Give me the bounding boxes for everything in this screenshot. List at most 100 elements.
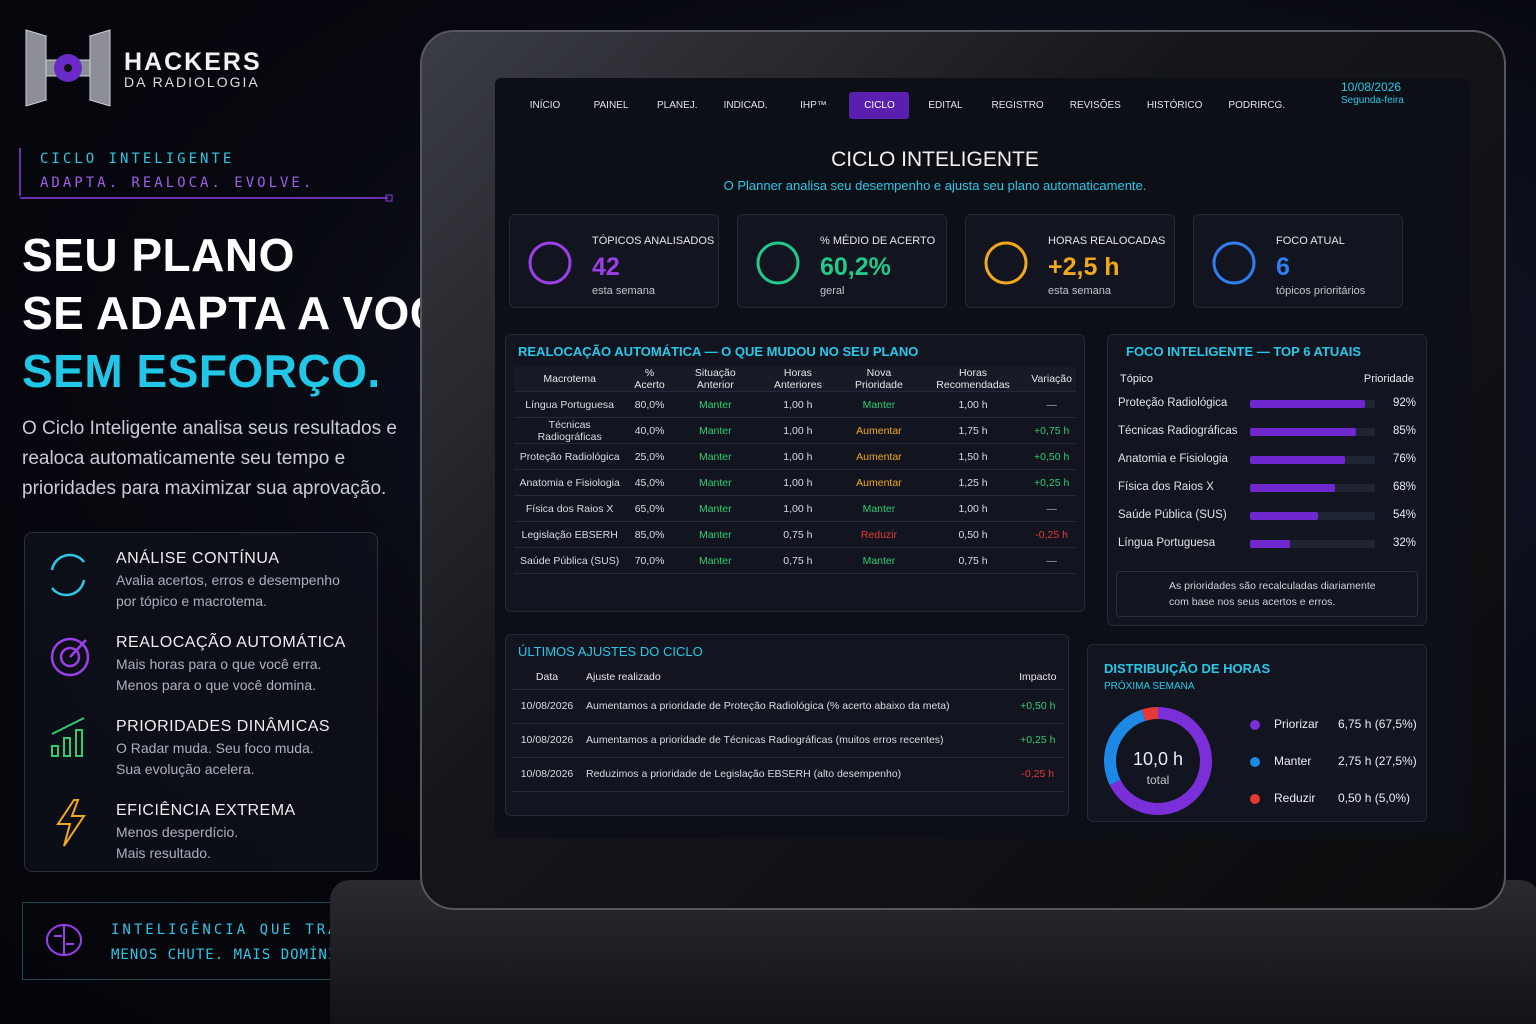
feature-title: ANÁLISE CONTÍNUA: [116, 550, 280, 567]
table-cell: —: [1027, 495, 1076, 522]
table-cell: 1,00 h: [918, 391, 1028, 418]
table-cell: 65,0%: [625, 495, 674, 522]
priority-label: 32%: [1392, 537, 1416, 549]
table-cell: 70,0%: [625, 547, 674, 574]
panel-subtitle: PRÓXIMA SEMANA: [1104, 681, 1195, 692]
column-header: % Acerto: [625, 367, 674, 392]
table-row: Proteção Radiológica 25,0% Manter 1,00 h Aum…: [514, 443, 1076, 470]
nav-item[interactable]: INDICAD.: [723, 100, 768, 111]
table-cell: Saúde Pública (SUS): [514, 547, 626, 574]
table-cell: Manter: [673, 547, 757, 574]
nav-item[interactable]: REVISÕES: [1069, 100, 1121, 111]
table-cell: Aumentar: [839, 417, 919, 444]
tag-frame: [19, 148, 393, 202]
table-cell: +0,75 h: [1027, 417, 1076, 444]
topic: Proteção Radiológica: [1118, 397, 1228, 409]
legend-dot: [1250, 757, 1260, 767]
legend-name: Reduzir: [1274, 791, 1316, 805]
table-cell: Manter: [839, 495, 919, 522]
table-cell: Manter: [673, 521, 757, 548]
column-header: Situação Anterior: [673, 367, 757, 392]
column-header: Prioridade: [1363, 373, 1414, 385]
kpi-icon-ring: [756, 241, 800, 285]
kpi-icon: [528, 241, 572, 285]
feature-text: Mais horas para o que você erra.: [116, 656, 322, 672]
kpi-card: TÓPICOS ANALISADOS 42 esta semana: [509, 214, 719, 308]
table-cell: 1,00 h: [918, 495, 1028, 522]
topic: Saúde Pública (SUS): [1118, 509, 1227, 521]
table-cell: 25,0%: [625, 443, 674, 470]
column-header: Macrotema: [514, 367, 626, 392]
donut: [1104, 707, 1212, 815]
topic: Língua Portuguesa: [1118, 537, 1216, 549]
topic: Física dos Raios X: [1118, 481, 1214, 493]
nav-item[interactable]: IHP™: [800, 100, 827, 111]
table-cell: 10/08/2026: [512, 689, 582, 724]
nav-item[interactable]: INÍCIO: [529, 100, 561, 111]
kpi-icon: [984, 241, 1028, 285]
kpi-icon: [756, 241, 800, 285]
table-cell: 1,00 h: [756, 417, 840, 444]
kpi-value: 42: [592, 253, 620, 281]
adjustments-panel: ÚLTIMOS AJUSTES DO CICLO Data Ajuste reali…: [505, 634, 1069, 816]
table-cell: 0,75 h: [918, 547, 1028, 574]
feature-title: REALOCAÇÃO AUTOMÁTICA: [116, 634, 346, 651]
description: O Ciclo Inteligente analisa seus resulta…: [22, 418, 397, 499]
screen: INÍCIO PAINEL PLANEJ. INDICAD. IHP™ CICLO EDIT…: [495, 78, 1470, 838]
nav-item[interactable]: PODRIRCG.: [1228, 100, 1286, 111]
table-cell: Reduzir: [839, 521, 919, 548]
headline-highlight: SEM ESFORÇO.: [22, 345, 381, 397]
table-cell: Manter: [673, 469, 757, 496]
column-header: Horas Recomendadas: [918, 367, 1028, 392]
table-row: Língua Portuguesa 80,0% Manter 1,00 h Manter…: [514, 391, 1076, 418]
nav-item[interactable]: PAINEL: [593, 100, 629, 111]
priority-bar: [1250, 400, 1365, 408]
nav-item[interactable]: PLANEJ.: [657, 100, 698, 111]
table-cell: 10/08/2026: [512, 723, 582, 758]
column-header: Variação: [1027, 367, 1076, 392]
legend-dot: [1250, 720, 1260, 730]
banner-line: MENOS CHUTE. MAIS DOMÍNIO.: [111, 947, 357, 963]
table-cell: Manter: [673, 443, 757, 470]
column-header: Impacto: [1011, 665, 1064, 690]
table-cell: 0,50 h: [918, 521, 1028, 548]
kpi-label: FOCO ATUAL: [1276, 235, 1345, 247]
table-cell: 45,0%: [625, 469, 674, 496]
panel-title: ÚLTIMOS AJUSTES DO CICLO: [518, 644, 703, 659]
headline: SE ADAPTA A VOCÊ.: [22, 287, 488, 339]
bar-track: [1250, 540, 1375, 548]
table-cell: Língua Portuguesa: [514, 391, 626, 418]
table-cell: Manter: [673, 417, 757, 444]
kpi-label: TÓPICOS ANALISADOS: [592, 235, 715, 247]
kpi-icon: [1212, 241, 1256, 285]
nav-item[interactable]: HISTÓRICO: [1146, 100, 1203, 111]
nav-item[interactable]: EDITAL: [928, 100, 963, 111]
table-row: Saúde Pública (SUS) 70,0% Manter 0,75 h Mant…: [514, 547, 1076, 574]
panel-title: REALOCAÇÃO AUTOMÁTICA — O QUE MUDOU NO S…: [518, 344, 919, 359]
focus-note: As prioridades são recalculadas diariame…: [1116, 571, 1418, 617]
realloc-panel: REALOCAÇÃO AUTOMÁTICA — O QUE MUDOU NO S…: [505, 334, 1085, 612]
realloc-table: Macrotema% Acerto Situação Anterior Horas …: [514, 367, 1076, 574]
kpi-label: % MÉDIO DE ACERTO: [820, 235, 936, 247]
nav-item[interactable]: CICLO: [849, 92, 910, 119]
column-header: Data: [512, 665, 582, 690]
feature-text: O Radar muda. Seu foco muda.: [116, 740, 314, 756]
table-cell: 80,0%: [625, 391, 674, 418]
table-cell: 0,75 h: [756, 547, 840, 574]
priority-label: 68%: [1392, 481, 1416, 493]
table-cell: -0,25 h: [1027, 521, 1076, 548]
table-cell: Manter: [839, 391, 919, 418]
table-cell: +0,50 h: [1027, 443, 1076, 470]
topic: Anatomia e Fisiologia: [1118, 453, 1228, 465]
note-line: com base nos seus acertos e erros.: [1169, 596, 1336, 608]
kpi-value: 60,2%: [820, 253, 891, 281]
feature-text: Sua evolução acelera.: [116, 761, 255, 777]
legend-value: 6,75 h (67,5%): [1338, 717, 1417, 731]
kpi-value: +2,5 h: [1048, 253, 1120, 281]
table-cell: 1,25 h: [918, 469, 1028, 496]
nav-item[interactable]: REGISTRO: [991, 100, 1044, 111]
brain-icon: [46, 924, 82, 956]
kpi-note: esta semana: [592, 285, 655, 297]
feature-text: Mais resultado.: [116, 845, 211, 861]
table-cell: Técnicas Radiográficas: [514, 417, 626, 444]
